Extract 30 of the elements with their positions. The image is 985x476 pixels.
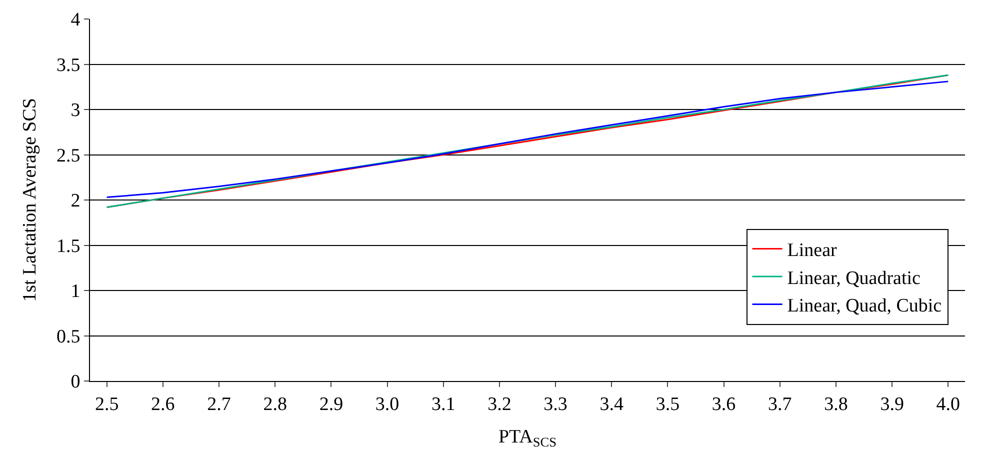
x-tick-label: 3.3 (544, 394, 568, 415)
x-tick-label: 4.0 (936, 394, 960, 415)
x-tick-label: 2.7 (207, 394, 231, 415)
y-tick-label: 0 (70, 372, 80, 393)
x-tick-label: 3.0 (375, 394, 400, 415)
x-tick-label: 2.9 (319, 394, 344, 415)
x-tick-label: 3.4 (600, 394, 624, 415)
x-tick-label: 2.8 (263, 394, 287, 415)
x-tick-label: 3.8 (824, 394, 848, 415)
legend-label: Linear (787, 240, 838, 262)
y-tick-label: 0.5 (56, 326, 80, 348)
y-tick-label: 4 (70, 10, 81, 31)
x-tick-label: 3.5 (656, 394, 680, 415)
x-tick-label: 3.2 (488, 394, 512, 415)
y-tick-label: 2 (70, 190, 80, 212)
y-tick-label: 2.5 (56, 145, 80, 166)
legend-label: Linear, Quad, Cubic (787, 296, 942, 317)
y-tick-label: 3 (70, 100, 80, 122)
x-tick-label: 3.6 (712, 394, 736, 415)
y-tick-label: 1.5 (56, 236, 80, 257)
x-axis-title: PTA$_{SCS}$ (498, 426, 557, 450)
x-tick-label: 3.9 (880, 394, 904, 415)
legend-label: Linear, Quadratic (787, 268, 920, 289)
x-tick-label: 2.6 (151, 394, 175, 415)
y-axis-title: 1st Lactation Average SCS (19, 98, 40, 302)
y-tick-label: 3.5 (56, 54, 80, 76)
x-tick-label: 3.1 (431, 394, 456, 415)
x-tick-label: 3.7 (768, 394, 792, 415)
x-tick-label: 2.5 (94, 394, 119, 415)
y-tick-label: 1 (70, 281, 80, 302)
